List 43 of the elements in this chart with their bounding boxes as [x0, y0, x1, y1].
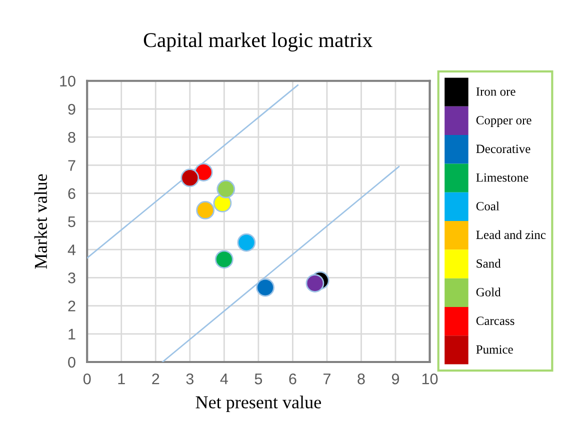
x-tick-label: 6 — [289, 374, 296, 384]
y-tick-label: 3 — [68, 272, 76, 284]
x-axis-title: Net present value — [196, 396, 321, 412]
legend-label: Pumice — [476, 345, 513, 354]
chart-title: Capital market logic matrix — [144, 32, 372, 52]
y-tick-label: 4 — [68, 244, 76, 256]
y-axis-title: Market value — [34, 174, 47, 269]
x-tick-label: 5 — [254, 374, 262, 384]
point — [256, 278, 274, 297]
point — [306, 274, 324, 292]
x-tick-label: 3 — [186, 374, 194, 384]
point — [196, 200, 215, 220]
y-tick-label: 1 — [68, 328, 76, 340]
legend-label: Limestone — [476, 173, 528, 182]
legend-label: Sand — [476, 258, 501, 268]
legend-label: Lead and zinc — [476, 230, 546, 240]
x-tick-label: 9 — [392, 374, 400, 384]
x-tick-label: 10 — [422, 374, 438, 384]
legend-label: Coal — [476, 202, 500, 210]
point — [237, 233, 256, 252]
y-tick-label: 8 — [68, 132, 76, 143]
y-tick-label: 2 — [68, 300, 76, 312]
point — [194, 163, 213, 182]
legend-label: Iron ore — [476, 87, 516, 96]
point — [180, 168, 200, 188]
y-tick-label: 7 — [68, 160, 76, 171]
x-tick-label: 0 — [83, 374, 91, 384]
legend-label: Decorative — [476, 144, 530, 154]
point — [214, 250, 234, 269]
x-tick-label: 2 — [152, 374, 160, 384]
legend-label: Carcass — [476, 316, 514, 326]
x-tick-label: 8 — [358, 374, 365, 384]
x-tick-label: 4 — [220, 374, 228, 384]
y-tick-label: 5 — [68, 216, 76, 228]
y-tick-label: 0 — [68, 356, 76, 368]
x-tick-label: 7 — [323, 374, 330, 384]
y-tick-label: 9 — [68, 104, 76, 115]
y-tick-label: 6 — [68, 188, 76, 200]
x-tick-label: 1 — [118, 374, 125, 384]
y-tick-label: 10 — [60, 76, 76, 87]
point — [216, 180, 236, 198]
legend-label: Copper ore — [476, 116, 532, 127]
legend-label: Gold — [476, 288, 501, 296]
